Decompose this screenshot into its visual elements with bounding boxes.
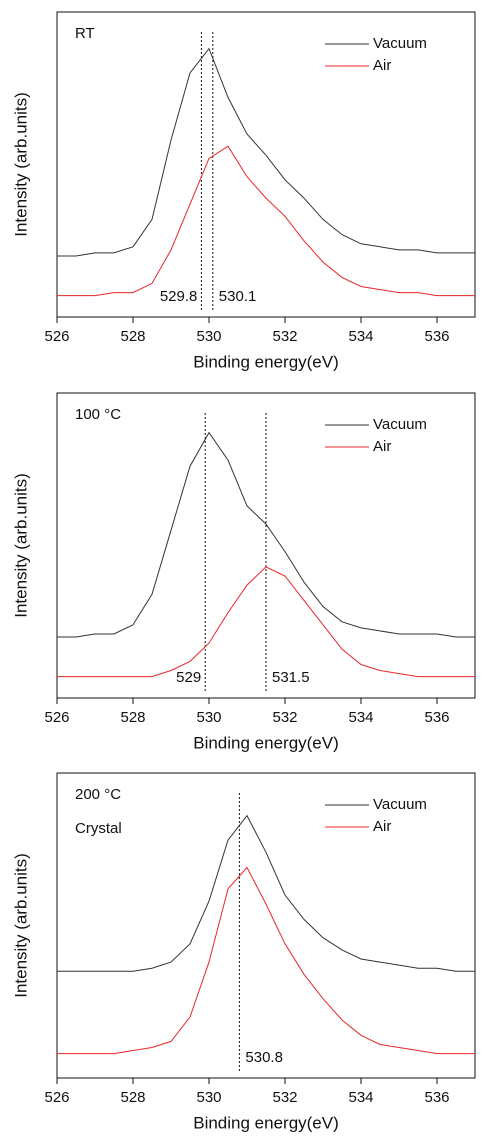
x-tick-label: 526 bbox=[44, 709, 69, 726]
x-tick-label: 532 bbox=[272, 709, 297, 726]
y-axis-label: Intensity (arb.units) bbox=[11, 473, 30, 618]
x-tick-label: 528 bbox=[120, 328, 145, 345]
x-axis-label: Binding energy(eV) bbox=[193, 733, 339, 752]
panel: 526 528 530 532 534 536 Binding energy(eV) Inte… bbox=[11, 772, 476, 1132]
x-tick-label: 536 bbox=[424, 1089, 449, 1106]
x-tick-label: 534 bbox=[348, 328, 373, 345]
panel: 526 528 530 532 534 536 Binding energy(eV) Inte… bbox=[11, 392, 476, 752]
plot-frame bbox=[56, 11, 476, 318]
panel-label: 100 °C bbox=[75, 406, 121, 423]
x-tick-label: 536 bbox=[424, 328, 449, 345]
reference-label: 529.8 bbox=[160, 288, 198, 305]
panel: 526 528 530 532 534 536 Binding energy(eV) Inte… bbox=[11, 11, 476, 371]
reference-label: 529 bbox=[176, 669, 201, 686]
series-line bbox=[57, 566, 475, 678]
legend-label: Vacuum bbox=[373, 796, 427, 813]
x-axis-label: Binding energy(eV) bbox=[193, 352, 339, 371]
reference-label: 530.8 bbox=[245, 1049, 283, 1066]
legend-label: Air bbox=[373, 57, 391, 74]
x-tick-label: 534 bbox=[348, 1089, 373, 1106]
legend-label: Vacuum bbox=[373, 416, 427, 433]
series-line bbox=[57, 145, 475, 297]
x-tick-label: 526 bbox=[44, 328, 69, 345]
legend-label: Vacuum bbox=[373, 35, 427, 52]
series-line bbox=[57, 431, 475, 638]
x-tick-label: 526 bbox=[44, 1089, 69, 1106]
x-tick-label: 534 bbox=[348, 709, 373, 726]
y-axis-label: Intensity (arb.units) bbox=[11, 92, 30, 237]
x-tick-label: 530 bbox=[196, 328, 221, 345]
panel-label: 200 °C bbox=[75, 786, 121, 803]
panel-label: RT bbox=[75, 25, 95, 42]
series-line bbox=[57, 814, 475, 972]
reference-label: 531.5 bbox=[272, 669, 310, 686]
legend-label: Air bbox=[373, 438, 391, 455]
x-tick-label: 530 bbox=[196, 709, 221, 726]
plot-frame bbox=[56, 392, 476, 699]
panel-label: Crystal bbox=[75, 820, 122, 837]
x-tick-label: 536 bbox=[424, 709, 449, 726]
x-tick-label: 528 bbox=[120, 709, 145, 726]
x-tick-label: 528 bbox=[120, 1089, 145, 1106]
reference-label: 530.1 bbox=[219, 288, 257, 305]
series-line bbox=[57, 866, 475, 1055]
series-line bbox=[57, 47, 475, 257]
plot-frame bbox=[56, 772, 476, 1079]
y-axis-label: Intensity (arb.units) bbox=[11, 853, 30, 998]
x-axis-label: Binding energy(eV) bbox=[193, 1113, 339, 1132]
legend-label: Air bbox=[373, 818, 391, 835]
x-tick-label: 530 bbox=[196, 1089, 221, 1106]
x-tick-label: 532 bbox=[272, 328, 297, 345]
x-tick-label: 532 bbox=[272, 1089, 297, 1106]
